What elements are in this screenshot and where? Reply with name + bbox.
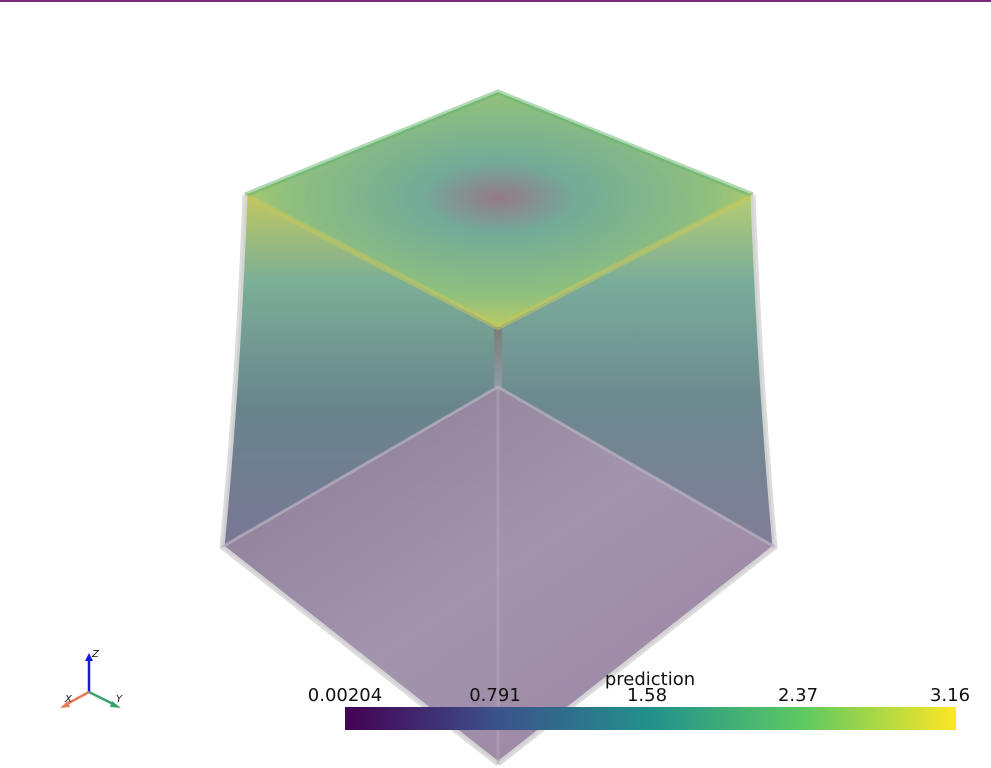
x-axis-label: X bbox=[64, 694, 73, 705]
x-axis-arrowhead bbox=[60, 701, 70, 708]
window-top-border bbox=[0, 0, 991, 2]
top-face-rim-left bbox=[243, 192, 755, 331]
left-face bbox=[222, 195, 498, 547]
silhouette-right bbox=[496, 194, 778, 766]
inner-vertical-edge bbox=[494, 327, 502, 387]
y-axis-arrowhead bbox=[110, 701, 121, 708]
orientation-axes-widget: Z X Y bbox=[52, 645, 132, 715]
colorbar-tick-3: 2.37 bbox=[777, 685, 819, 706]
axes-svg: Z X Y bbox=[60, 649, 123, 708]
colorbar-tick-1: 0.791 bbox=[469, 685, 521, 706]
colorbar-tick-0: 0.00204 bbox=[307, 685, 383, 706]
colorbar-tick-4: 3.16 bbox=[929, 685, 971, 706]
top-face bbox=[245, 92, 753, 327]
colorbar-gradient bbox=[345, 707, 956, 730]
silhouette-left bbox=[219, 194, 500, 766]
x-axis-line bbox=[64, 690, 90, 707]
colorbar-title: prediction bbox=[604, 669, 696, 690]
colorbar-tick-2: 1.58 bbox=[626, 685, 668, 706]
top-face-rim-back bbox=[244, 89, 754, 198]
y-axis-line bbox=[88, 690, 116, 707]
y-axis-label: Y bbox=[116, 694, 123, 705]
right-face bbox=[498, 195, 775, 547]
z-axis-arrowhead bbox=[85, 653, 93, 661]
z-axis-label: Z bbox=[91, 649, 100, 660]
